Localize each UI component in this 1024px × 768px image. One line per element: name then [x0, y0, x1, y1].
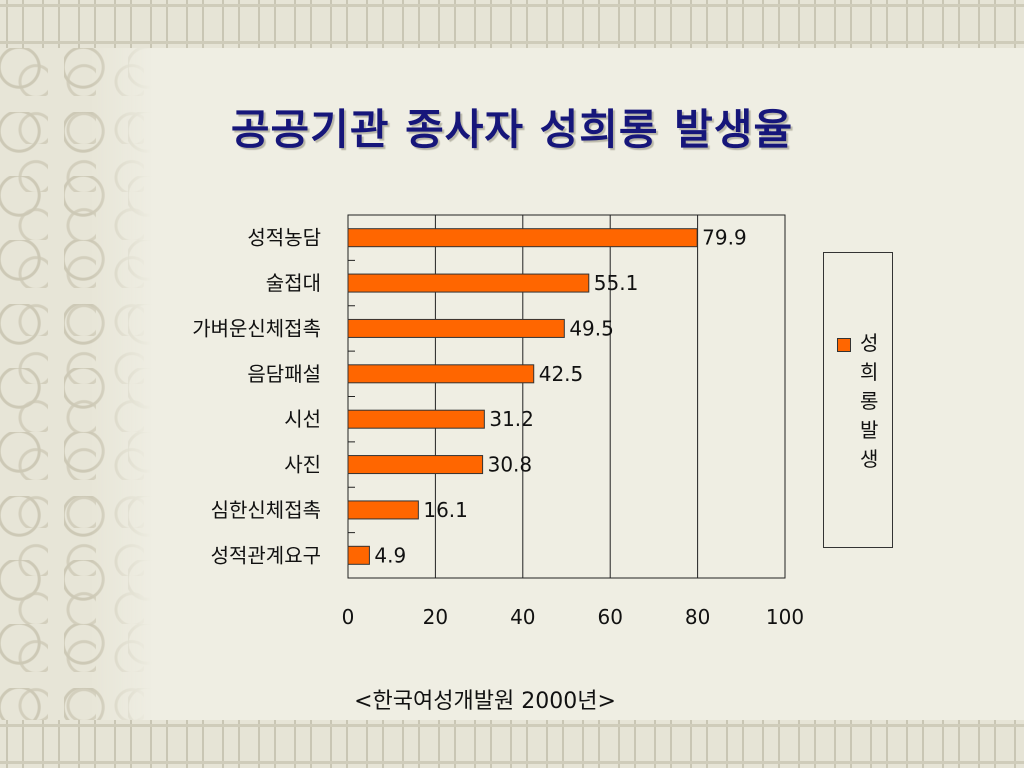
category-label-3: 가벼운신체접촉: [192, 316, 321, 340]
x-tick-label-60: 60: [597, 605, 622, 629]
bar-8: [347, 545, 370, 565]
value-label-1: 79.9: [702, 226, 747, 250]
value-label-5: 31.2: [489, 407, 534, 431]
category-label-7: 심한신체접촉: [211, 498, 321, 522]
slide-title: 공공기관 종사자 성희롱 발생율: [230, 105, 794, 154]
value-label-3: 49.5: [569, 316, 614, 340]
legend-swatch: [837, 338, 851, 352]
value-label-8: 4.9: [374, 543, 406, 567]
bottom-decorative-border: [0, 720, 1024, 768]
category-label-8: 성적관계요구: [211, 543, 321, 567]
bar-7: [347, 500, 419, 520]
category-label-4: 음담패설: [247, 362, 321, 386]
value-label-4: 42.5: [539, 362, 584, 386]
value-label-2: 55.1: [594, 271, 639, 295]
bar-4: [347, 364, 535, 384]
bar-2: [347, 273, 590, 293]
value-label-7: 16.1: [423, 498, 468, 522]
bar-6: [347, 455, 484, 475]
bar-5: [347, 409, 485, 429]
value-label-6: 30.8: [488, 453, 533, 477]
category-label-2: 술접대: [266, 271, 321, 295]
left-decorative-pattern: [0, 48, 152, 720]
x-tick-label-20: 20: [423, 605, 448, 629]
x-tick-label-0: 0: [342, 605, 355, 629]
chart-legend: 성희롱발생: [823, 252, 893, 548]
legend-label: 성희롱발생: [860, 331, 879, 471]
x-tick-label-100: 100: [766, 605, 804, 629]
top-decorative-border: [0, 0, 1024, 48]
bar-1: [347, 228, 698, 248]
source-note: <한국여성개발원 2000년>: [354, 689, 616, 714]
x-tick-label-80: 80: [685, 605, 710, 629]
category-label-1: 성적농담: [247, 226, 321, 250]
category-label-5: 시선: [284, 407, 321, 431]
x-tick-label-40: 40: [510, 605, 535, 629]
bar-3: [347, 318, 565, 338]
plot-area-frame: [347, 214, 786, 579]
category-label-6: 사진: [284, 453, 321, 477]
